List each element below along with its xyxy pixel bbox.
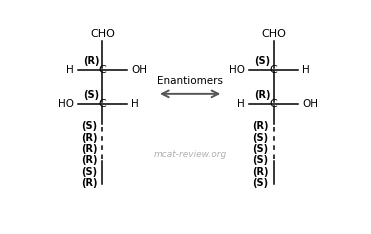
Text: H: H — [302, 65, 310, 74]
Text: OH: OH — [131, 65, 147, 74]
Text: HO: HO — [58, 99, 74, 109]
Text: (S): (S) — [83, 90, 99, 100]
Text: (R): (R) — [252, 121, 269, 131]
Text: (R): (R) — [81, 133, 98, 143]
Text: C: C — [99, 65, 106, 74]
Text: C: C — [99, 99, 106, 109]
Text: (S): (S) — [82, 121, 98, 131]
Text: (S): (S) — [253, 133, 269, 143]
Text: H: H — [237, 99, 245, 109]
Text: (R): (R) — [81, 155, 98, 165]
Text: mcat-review.org: mcat-review.org — [154, 150, 227, 159]
Text: H: H — [131, 99, 139, 109]
Text: Enantiomers: Enantiomers — [157, 76, 223, 86]
Text: H: H — [66, 65, 74, 74]
Text: OH: OH — [302, 99, 318, 109]
Text: CHO: CHO — [90, 29, 115, 39]
Text: (S): (S) — [253, 178, 269, 188]
Text: (S): (S) — [253, 155, 269, 165]
Text: (S): (S) — [253, 144, 269, 154]
Text: (S): (S) — [255, 55, 271, 66]
Text: C: C — [270, 99, 278, 109]
Text: HO: HO — [229, 65, 245, 74]
Text: (R): (R) — [255, 90, 271, 100]
Text: CHO: CHO — [261, 29, 286, 39]
Text: (R): (R) — [81, 178, 98, 188]
Text: (R): (R) — [252, 167, 269, 177]
Text: (R): (R) — [81, 144, 98, 154]
Text: C: C — [270, 65, 278, 74]
Text: (R): (R) — [83, 55, 100, 66]
Text: (S): (S) — [82, 167, 98, 177]
